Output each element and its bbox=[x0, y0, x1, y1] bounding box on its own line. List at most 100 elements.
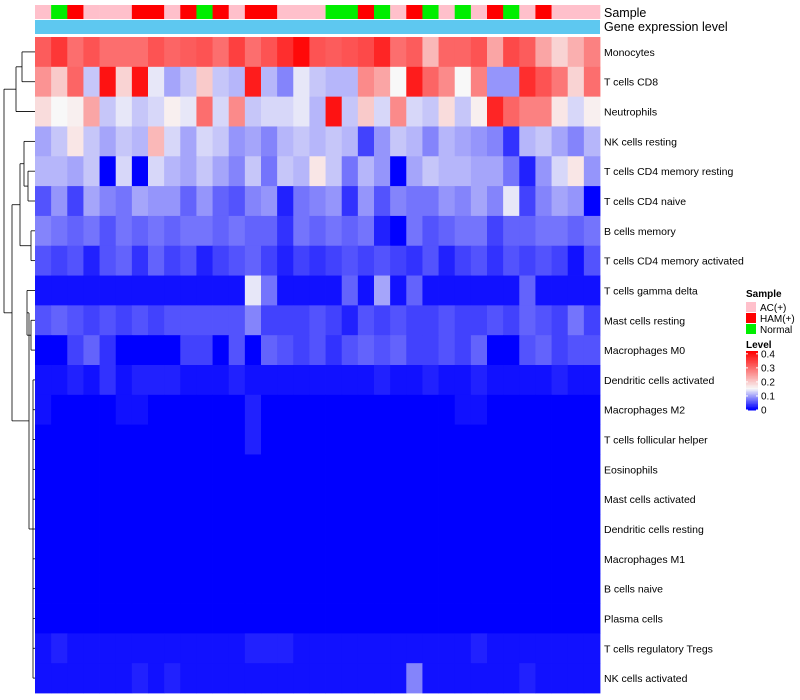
heatmap-cell bbox=[35, 603, 52, 634]
heatmap-cell bbox=[261, 573, 278, 604]
heatmap-cell bbox=[438, 245, 456, 276]
heatmap-cell bbox=[196, 215, 213, 247]
heatmap-cell bbox=[583, 305, 601, 336]
heatmap-cell bbox=[390, 633, 407, 664]
heatmap-cell bbox=[357, 573, 375, 604]
heatmap-cell bbox=[115, 275, 133, 306]
heatmap-cell bbox=[51, 186, 68, 217]
legend-gradient-step bbox=[746, 377, 758, 380]
heatmap-cell bbox=[374, 305, 391, 336]
heatmap-cell bbox=[67, 454, 84, 485]
gene-expression-annotation-bar bbox=[35, 20, 600, 34]
legend-gradient-step bbox=[746, 376, 758, 379]
heatmap-cell bbox=[551, 126, 569, 157]
row-label: Mast cells resting bbox=[604, 315, 685, 327]
heatmap-cell bbox=[244, 186, 262, 217]
heatmap-cell bbox=[148, 633, 165, 664]
heatmap-cell bbox=[519, 186, 536, 217]
heatmap-cell bbox=[35, 454, 52, 485]
heatmap-cell bbox=[567, 275, 585, 306]
heatmap-cell bbox=[309, 215, 326, 247]
row-label: T cells gamma delta bbox=[604, 285, 698, 297]
heatmap-cell bbox=[535, 424, 552, 455]
row-label: T cells CD4 memory resting bbox=[604, 166, 733, 178]
heatmap-cell bbox=[196, 365, 213, 396]
heatmap-cell bbox=[293, 156, 310, 187]
row-label: T cells CD8 bbox=[604, 77, 658, 89]
heatmap-cell bbox=[422, 365, 439, 396]
heatmap-cell bbox=[422, 484, 439, 515]
heatmap-cell bbox=[551, 186, 569, 217]
heatmap-cell bbox=[67, 603, 84, 634]
heatmap-cell bbox=[503, 126, 520, 157]
heatmap-cell bbox=[99, 633, 117, 664]
heatmap-cell bbox=[83, 66, 100, 98]
heatmap-cell bbox=[261, 156, 278, 187]
heatmap-cell bbox=[374, 424, 391, 455]
heatmap-cell bbox=[228, 365, 246, 396]
heatmap-cell bbox=[357, 245, 375, 276]
heatmap-cell bbox=[309, 603, 326, 634]
heatmap-cell bbox=[390, 573, 407, 604]
heatmap-cell bbox=[503, 186, 520, 217]
heatmap-cell bbox=[35, 215, 52, 247]
sample-annotation-cell bbox=[374, 5, 391, 19]
heatmap-cell bbox=[212, 335, 230, 366]
heatmap-cell bbox=[325, 454, 343, 485]
heatmap-cell bbox=[422, 394, 439, 426]
heatmap-cell bbox=[487, 514, 504, 545]
heatmap-cell bbox=[115, 663, 133, 694]
row-label: Neutrophils bbox=[604, 107, 657, 119]
legend-gradient-step bbox=[746, 392, 758, 395]
heatmap-cell bbox=[164, 126, 181, 157]
heatmap-cell bbox=[487, 573, 504, 604]
heatmap-cell bbox=[99, 663, 117, 694]
heatmap-cell bbox=[261, 335, 278, 366]
heatmap-cell bbox=[567, 573, 585, 604]
heatmap-cell bbox=[35, 633, 52, 664]
legend-gradient-step bbox=[746, 364, 758, 367]
heatmap-cell bbox=[374, 603, 391, 634]
heatmap-cell bbox=[115, 573, 133, 604]
heatmap-cell bbox=[148, 156, 165, 187]
heatmap-cell bbox=[406, 335, 423, 366]
heatmap-cell bbox=[83, 424, 100, 455]
heatmap-cell bbox=[583, 514, 601, 545]
heatmap-cell bbox=[325, 603, 343, 634]
heatmap-cell bbox=[228, 603, 246, 634]
heatmap-cell bbox=[567, 663, 585, 694]
heatmap-cell bbox=[487, 424, 504, 455]
heatmap-cell bbox=[454, 215, 472, 247]
heatmap-cell bbox=[503, 394, 520, 426]
heatmap-cell bbox=[357, 126, 375, 157]
heatmap-cell bbox=[228, 335, 246, 366]
heatmap-cell bbox=[551, 365, 569, 396]
heatmap-cell bbox=[180, 186, 197, 217]
heatmap-cell bbox=[583, 37, 601, 68]
heatmap-cell bbox=[148, 126, 165, 157]
heatmap-cell bbox=[519, 275, 536, 306]
heatmap-cell bbox=[551, 37, 569, 68]
heatmap-cell bbox=[228, 66, 246, 98]
heatmap-cell bbox=[261, 484, 278, 515]
heatmap-cell bbox=[180, 454, 197, 485]
heatmap-cell bbox=[212, 245, 230, 276]
heatmap-cell bbox=[83, 275, 100, 306]
heatmap-cell bbox=[67, 394, 84, 426]
sample-annotation-cell bbox=[390, 5, 407, 19]
heatmap-cell bbox=[567, 365, 585, 396]
heatmap-cell bbox=[503, 335, 520, 366]
legend-gradient-step bbox=[746, 384, 758, 387]
heatmap-cell bbox=[341, 37, 359, 68]
heatmap-cell bbox=[551, 454, 569, 485]
heatmap-cell bbox=[357, 603, 375, 634]
heatmap-cell bbox=[261, 394, 278, 426]
heatmap-cell bbox=[438, 275, 456, 306]
heatmap-cell bbox=[277, 156, 294, 187]
heatmap-cell bbox=[115, 305, 133, 336]
heatmap-cell bbox=[551, 603, 569, 634]
heatmap-cell bbox=[212, 126, 230, 157]
heatmap-cell bbox=[470, 275, 488, 306]
heatmap-cell bbox=[567, 126, 585, 157]
heatmap-cell bbox=[422, 126, 439, 157]
